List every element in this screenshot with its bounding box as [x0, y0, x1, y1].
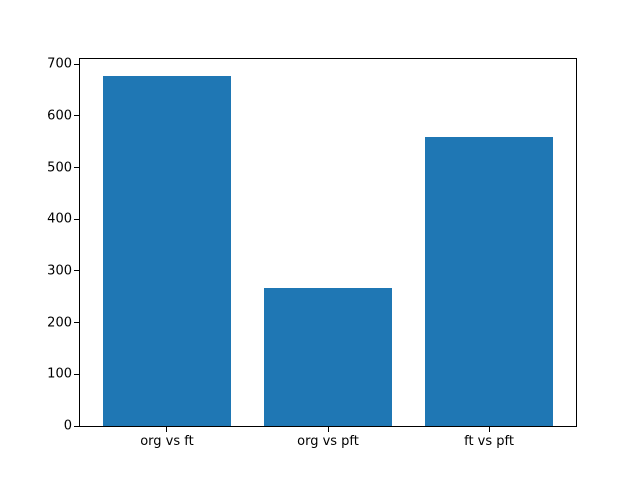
x-tick-mark: [166, 427, 168, 432]
x-tick-mark: [488, 427, 490, 432]
y-tick-label: 0: [63, 418, 72, 434]
y-tick-label: 300: [47, 263, 72, 279]
y-tick-mark: [74, 270, 79, 272]
y-tick-label: 600: [47, 108, 72, 124]
x-tick-label: ft vs pft: [464, 434, 514, 449]
y-tick-mark: [74, 63, 79, 65]
y-tick-label: 500: [47, 160, 72, 176]
bar-ft-vs-pft: [424, 137, 554, 426]
x-tick-label: org vs pft: [297, 434, 359, 449]
y-tick-label: 400: [47, 211, 72, 227]
plot-area: 0 100 200 300 400 500 600 700 org vs ft org vs p…: [47, 58, 577, 448]
y-tick-mark: [74, 425, 79, 427]
bar-org-vs-pft: [263, 288, 393, 426]
y-tick-label: 700: [47, 56, 72, 72]
y-tick-mark: [74, 115, 79, 117]
x-tick-label: org vs ft: [140, 434, 194, 449]
y-tick-mark: [74, 373, 79, 375]
y-tick-label: 100: [47, 366, 72, 382]
y-tick-mark: [74, 167, 79, 169]
bar-org-vs-ft: [102, 75, 232, 426]
y-tick-label: 200: [47, 315, 72, 331]
y-tick-mark: [74, 322, 79, 324]
y-tick-mark: [74, 218, 79, 220]
x-tick-mark: [327, 427, 329, 432]
